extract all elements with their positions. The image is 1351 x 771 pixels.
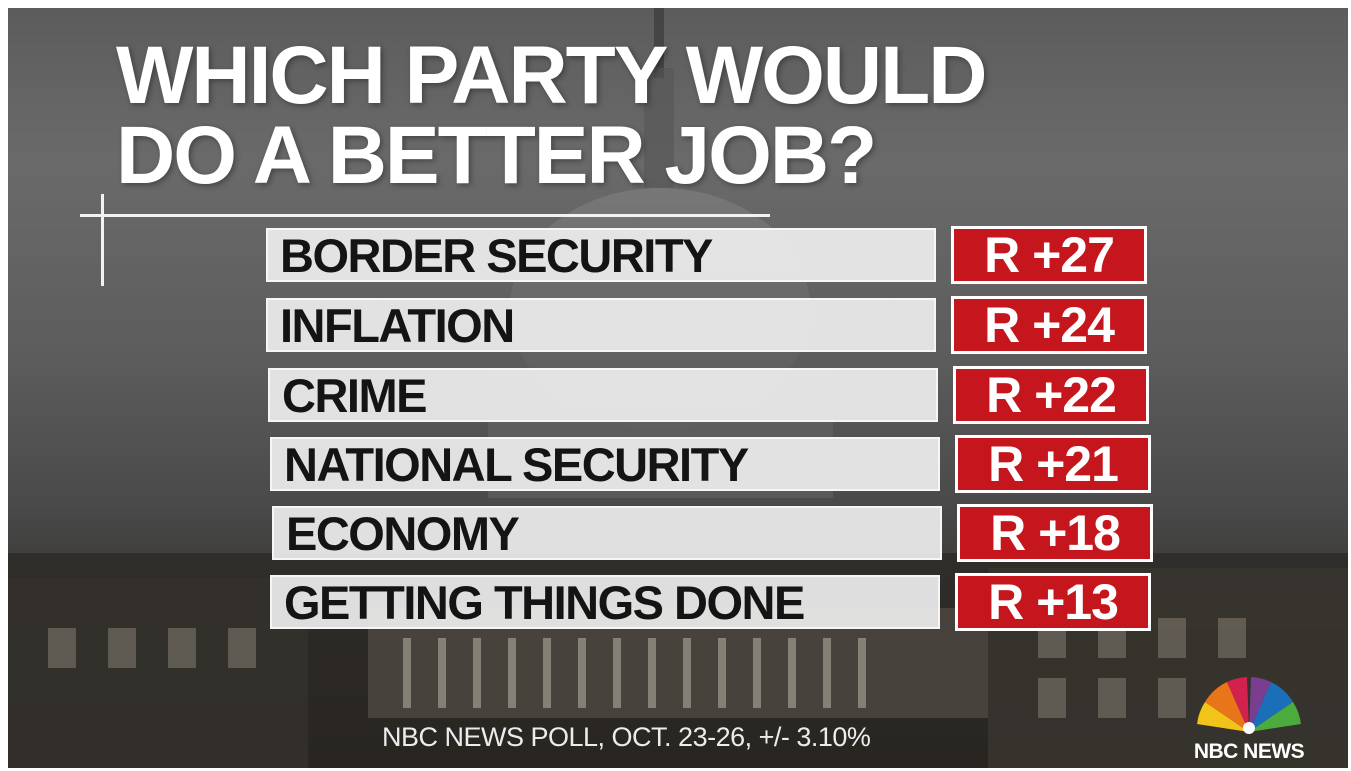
issue-label: CRIME [282,368,427,422]
issue-label-box: GETTING THINGS DONE [270,575,940,629]
margin-value-box: R +21 [955,435,1151,493]
title-line-2: DO A BETTER JOB? [116,110,877,201]
issue-label: BORDER SECURITY [280,228,713,282]
margin-value: R +13 [988,574,1119,630]
nbc-peacock-icon [1197,677,1301,734]
margin-value-box: R +18 [957,504,1153,562]
margin-value-box: R +24 [951,296,1147,354]
issue-label: NATIONAL SECURITY [284,437,749,491]
issue-label-box: CRIME [268,368,938,422]
chart-title: WHICH PARTY WOULD DO A BETTER JOB? [116,30,987,201]
issue-label-box: BORDER SECURITY [266,228,936,282]
margin-value-box: R +13 [955,573,1151,631]
margin-value-box: R +22 [953,366,1149,424]
margin-value: R +22 [986,367,1117,423]
issue-label-box: ECONOMY [272,506,942,560]
margin-value: R +21 [988,436,1119,492]
logo-text: NBC NEWS [1193,740,1305,763]
margin-value: R +27 [984,227,1115,283]
broadcast-graphic: WHICH PARTY WOULD DO A BETTER JOB? BORDE… [8,8,1348,768]
title-line-1: WHICH PARTY WOULD [116,30,987,121]
issue-label: ECONOMY [286,506,520,560]
margin-value-box: R +27 [951,226,1147,284]
issue-label-box: NATIONAL SECURITY [270,437,940,491]
issue-label: GETTING THINGS DONE [284,575,805,629]
nbc-news-logo: NBC NEWS [1184,670,1314,766]
title-underline [80,214,770,217]
issue-label-box: INFLATION [266,298,936,352]
poll-source: NBC NEWS POLL, OCT. 23-26, +/- 3.10% [382,722,871,752]
vertical-accent-line [101,194,104,286]
margin-value: R +18 [990,505,1121,561]
margin-value: R +24 [984,297,1115,353]
issue-label: INFLATION [280,298,515,352]
